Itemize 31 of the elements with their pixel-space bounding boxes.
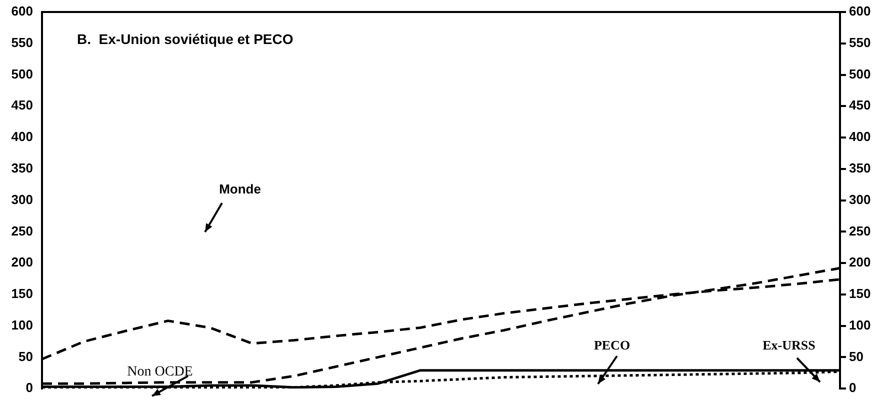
y-tick-label: 350: [11, 160, 33, 176]
y-tick-label: 50: [18, 348, 33, 364]
y-tick-label: 600: [11, 4, 33, 19]
y2-tick-label: 300: [849, 192, 871, 207]
y-tick-label: 550: [11, 34, 33, 50]
y2-tick-label: 150: [849, 286, 871, 302]
y-tick-label: 150: [11, 286, 33, 302]
y2-tick-label: 100: [849, 317, 871, 332]
y2-tick-label: 250: [849, 223, 871, 238]
y-tick-label: 400: [11, 129, 33, 144]
y-tick-label: 100: [11, 317, 33, 332]
y-tick-label: 300: [11, 192, 33, 207]
annotation: Non OCDE: [127, 364, 193, 380]
y2-tick-label: 500: [849, 66, 871, 82]
y-tick-label: 250: [11, 223, 33, 238]
y2-tick-label: 550: [849, 34, 871, 50]
y2-tick-label: 50: [849, 348, 864, 364]
y2-tick-label: 0: [849, 380, 856, 396]
y2-tick-label: 400: [849, 129, 871, 144]
y-tick-label: 0: [26, 380, 33, 396]
y2-tick-label: 600: [849, 4, 871, 19]
y2-tick-label: 350: [849, 160, 871, 176]
y-tick-label: 200: [11, 254, 33, 270]
annotation: Ex-URSS: [762, 337, 816, 352]
annotation: PECO: [594, 337, 630, 352]
y-tick-label: 500: [11, 66, 33, 82]
y2-tick-label: 200: [849, 254, 871, 270]
y2-tick-label: 450: [849, 98, 871, 113]
text: B. Ex-Union soviétique et PECO: [77, 30, 294, 47]
y-tick-label: 450: [11, 98, 33, 113]
annotation: Monde: [219, 182, 261, 197]
